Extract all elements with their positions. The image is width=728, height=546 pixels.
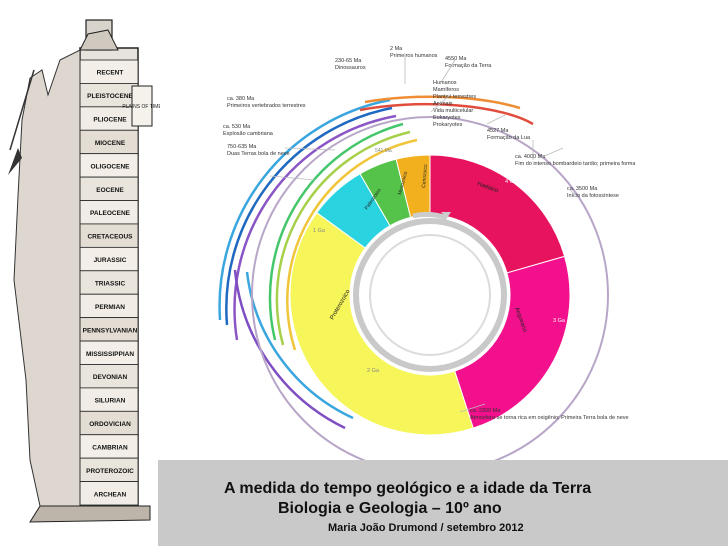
layer-label: PLIOCENE (93, 117, 127, 124)
side-sign-text: PLAINS OF TIME (122, 104, 160, 110)
leader-lines (269, 54, 578, 413)
layer-label: SILURIAN (95, 398, 126, 405)
annotation-event: Primeiros vertebrados terrestres (227, 103, 306, 109)
layer-label: RECENT (97, 70, 124, 77)
layer-label: MIOCENE (95, 140, 126, 147)
annotation-time: 230-65 Ma (335, 58, 362, 64)
annotation-event: Plantas terrestres (433, 94, 476, 100)
title-bar (158, 460, 728, 546)
ring-label-2ga: 2 Ga (367, 368, 380, 374)
layer-label: PLEISTOCENE (87, 93, 133, 100)
eon-sector-arqueano (454, 255, 571, 429)
annotation-time: ca. 530 Ma (223, 124, 251, 130)
annotation-event: Formação da Terra (445, 63, 492, 69)
eon-sectors (289, 154, 571, 436)
annotation-time: 4527 Ma (487, 128, 509, 134)
annotation-event: Animais (433, 101, 453, 107)
annotation-event: Primeiros humanos (390, 53, 438, 59)
layer-label: CRETACEOUS (87, 234, 133, 241)
annotation-time: 2 Ma (390, 46, 403, 52)
annotation-event: Prokaryotes (433, 122, 463, 128)
annotation-time: ca. 380 Ma (227, 96, 255, 102)
layer-label: CAMBRIAN (92, 444, 128, 451)
eon-sector-proterozoico (289, 212, 474, 436)
layer-label: TRIASSIC (95, 281, 126, 288)
layer-label: PERMIAN (95, 304, 125, 311)
annotation-event: Início da fotossíntese (567, 193, 619, 199)
annotation-event: Mamíferos (433, 87, 459, 93)
layer-label: EOCENE (96, 187, 124, 194)
ring-label-1ga: 1 Ga (313, 228, 326, 234)
annotation-event: Vida multicelular (433, 108, 473, 114)
annotation-event: Atmosfera se torna rica em oxigênio; Pri… (470, 415, 629, 421)
annotation-event: Fim do intenso bombardeio tardio; primei… (515, 161, 635, 167)
annotation-event: Humanos (433, 80, 457, 86)
stratigraphic-tower-illustration: RECENT PLEISTOCENE PLIOCENE MIOCENE OLIGOCEN… (8, 19, 160, 523)
layer-label: OLIGOCENE (90, 163, 130, 170)
layer-label: PROTEROZOIC (86, 468, 134, 475)
eon-label-cenozoico: Cenozoico (421, 164, 429, 188)
geologic-time-clock: Hadaico Arqueano Proterozoico Paleozoico… (218, 46, 635, 470)
layer-label: PALEOCENE (90, 210, 131, 217)
annotation-time: 4550 Ma (445, 56, 467, 62)
ring-label-3ga: 3 Ga (553, 318, 566, 324)
ring-label-541ma: 541 Ma (375, 148, 392, 154)
annotation-time: ca. 3500 Ma (567, 186, 598, 192)
layer-label: JURASSIC (94, 257, 127, 264)
annotation-event: Dinossauros (335, 65, 366, 71)
eon-sector-hadaico (429, 154, 566, 274)
annotation-time: ca. 2300 Ma (470, 408, 501, 414)
slide-author: Maria João Drumond / setembro 2012 (328, 522, 524, 534)
layer-label: MISSISSIPPIAN (86, 351, 134, 358)
layer-label: PENNSYLVANIAN (83, 327, 138, 334)
ring-label-4ga: 4 Ga (505, 179, 518, 185)
slide-subtitle: Biologia e Geologia – 10º ano (278, 500, 502, 517)
slide-title: A medida do tempo geológico e a idade da… (224, 480, 592, 497)
layer-label: ORDOVICIAN (89, 421, 131, 428)
layer-label: DEVONIAN (93, 374, 128, 381)
annotation-time: ca. 4000 Ma (515, 154, 546, 160)
annotation-event: Eukaryotes (433, 115, 461, 121)
annotation-event: Duas Terras bola de neve (227, 151, 290, 157)
annotation-event: Formação da Lua (487, 135, 531, 141)
annotation-time: 750-635 Ma (227, 144, 257, 150)
annotation-event: Explosão cambriana (223, 131, 274, 137)
layer-label: ARCHEAN (94, 491, 127, 498)
